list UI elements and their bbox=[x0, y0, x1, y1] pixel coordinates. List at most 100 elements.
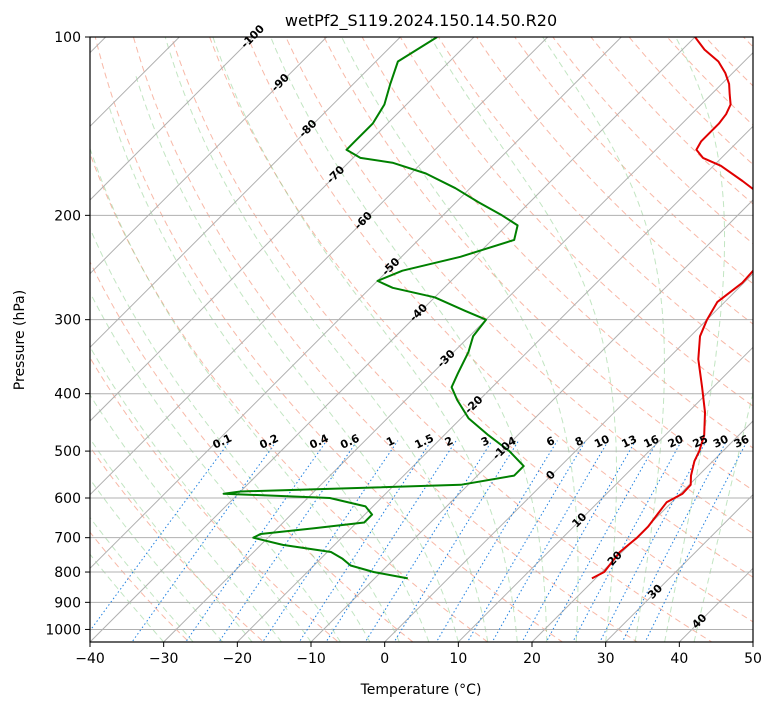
y-tick-label: 900 bbox=[54, 595, 81, 611]
isotherm-line bbox=[457, 346, 753, 642]
dry-adiabat-line bbox=[755, 10, 775, 654]
dry-adiabat-line bbox=[742, 37, 753, 48]
mixing-ratio-line bbox=[185, 440, 328, 642]
background-lines bbox=[90, 10, 775, 654]
dry-adiabat-line bbox=[514, 37, 753, 285]
x-tick-label: −40 bbox=[75, 651, 105, 667]
mixing-ratio-line bbox=[393, 440, 520, 642]
isotherm-label: -60 bbox=[352, 209, 375, 232]
mixing-ratio-label: 2 bbox=[443, 434, 455, 449]
moist-adiabat-line bbox=[90, 437, 253, 642]
isotherm-line bbox=[163, 51, 753, 642]
x-tick-label: 30 bbox=[597, 651, 615, 667]
dry-adiabat-line bbox=[437, 37, 753, 366]
mixing-ratio-line bbox=[218, 440, 358, 642]
mixing-ratio-label: 8 bbox=[573, 434, 585, 449]
chart-title: wetPf2_S119.2024.150.14.50.R20 bbox=[285, 11, 557, 31]
dry-adiabat-line bbox=[361, 37, 753, 449]
x-axis-title: Temperature (°C) bbox=[360, 682, 482, 698]
moist-adiabat-line bbox=[341, 37, 579, 642]
moist-adiabat-line bbox=[90, 553, 165, 642]
mixing-ratio-label: 16 bbox=[642, 432, 662, 450]
mixing-ratio-label: 6 bbox=[544, 434, 557, 449]
mixing-ratio-line bbox=[599, 440, 707, 642]
mixing-ratio-line bbox=[572, 440, 683, 642]
x-tick-label: 0 bbox=[380, 651, 389, 667]
mixing-ratio-line bbox=[131, 440, 278, 642]
isotherm-label: 40 bbox=[689, 611, 709, 631]
moist-adiabat-line bbox=[664, 37, 726, 642]
mixing-ratio-label: 1.5 bbox=[413, 432, 436, 452]
grid-lines bbox=[90, 37, 753, 642]
y-tick-label: 1000 bbox=[45, 622, 81, 638]
mixing-ratio-line bbox=[466, 440, 587, 642]
dry-adiabat-line bbox=[132, 37, 638, 642]
x-tick-label: 20 bbox=[523, 651, 541, 667]
y-tick-label: 200 bbox=[54, 208, 81, 224]
mixing-ratio-label: 20 bbox=[666, 432, 686, 450]
y-tick-label: 700 bbox=[54, 531, 81, 547]
isotherm-label: 30 bbox=[645, 581, 665, 601]
isotherm-line bbox=[90, 37, 696, 642]
isotherm-line bbox=[752, 641, 753, 642]
x-tick-label: −30 bbox=[149, 651, 179, 667]
mixing-ratio-line bbox=[521, 440, 637, 642]
y-tick-label: 300 bbox=[54, 313, 81, 329]
y-tick-label: 100 bbox=[54, 30, 81, 46]
moist-adiabat-line bbox=[90, 227, 371, 642]
plot-frame bbox=[89, 36, 754, 643]
mixing-ratio-label: 0.1 bbox=[211, 432, 234, 452]
moist-adiabat-line bbox=[90, 478, 223, 642]
isotherm-line bbox=[605, 493, 753, 642]
x-tick-label: 10 bbox=[449, 651, 467, 667]
dry-adiabat-line bbox=[247, 37, 753, 578]
mixing-ratio-label: 10 bbox=[592, 432, 612, 450]
moist-adiabat-line bbox=[270, 37, 548, 642]
isotherm-line bbox=[90, 37, 549, 496]
y-tick-label: 600 bbox=[54, 491, 81, 507]
dry-adiabats bbox=[90, 10, 775, 654]
dry-adiabat-line bbox=[475, 37, 753, 325]
mixing-ratio-line bbox=[298, 440, 432, 642]
isotherm-label: 0 bbox=[543, 468, 558, 483]
isotherm-line bbox=[384, 272, 753, 642]
dry-adiabat-line bbox=[323, 37, 753, 491]
mixing-ratio-line bbox=[90, 440, 231, 632]
isotherm-line bbox=[531, 420, 753, 642]
isotherm-line bbox=[236, 125, 753, 642]
x-axis-ticks: −40 −30 −20 −10 0 10 20 30 40 50 bbox=[75, 642, 762, 667]
sounding-series bbox=[222, 37, 753, 580]
dry-adiabat-line bbox=[90, 356, 340, 642]
moist-adiabat-line bbox=[134, 72, 459, 642]
mixing-ratio-line bbox=[545, 440, 659, 642]
y-tick-label: 800 bbox=[54, 565, 81, 581]
mixing-ratio-line bbox=[621, 440, 728, 642]
dry-adiabat-line bbox=[90, 260, 414, 642]
mixing-ratio-label: 30 bbox=[711, 432, 731, 450]
dry-adiabat-line bbox=[171, 37, 713, 642]
isotherm-line bbox=[90, 37, 254, 201]
mixing-ratio-label: 0.6 bbox=[338, 432, 361, 452]
y-axis-title: Pressure (hPa) bbox=[12, 290, 28, 390]
sounding-series-line bbox=[591, 37, 753, 580]
isotherm-line bbox=[678, 567, 753, 642]
moist-adiabat-line bbox=[107, 104, 430, 642]
moist-adiabat-line bbox=[430, 37, 617, 642]
isotherm-label: -40 bbox=[407, 301, 430, 324]
mixing-ratio-label: 25 bbox=[691, 433, 710, 451]
moist-adiabat-line bbox=[90, 394, 282, 642]
moist-adiabat-line bbox=[164, 37, 489, 642]
dry-adiabat-line bbox=[628, 37, 753, 166]
isotherm-line bbox=[90, 37, 401, 349]
dry-adiabat-line bbox=[90, 446, 265, 642]
x-tick-label: −10 bbox=[296, 651, 326, 667]
y-axis-ticks: 100 200 300 400 500 600 700 800 900 1000 bbox=[45, 30, 90, 638]
moist-adiabat-line bbox=[212, 37, 518, 642]
moist-adiabat-line bbox=[693, 390, 753, 642]
mixing-ratio-label: 1 bbox=[384, 434, 396, 449]
y-tick-label: 500 bbox=[54, 444, 81, 460]
x-tick-label: 40 bbox=[670, 651, 688, 667]
isotherm-line bbox=[90, 37, 475, 422]
mixing-ratio-label: 36 bbox=[732, 432, 752, 450]
